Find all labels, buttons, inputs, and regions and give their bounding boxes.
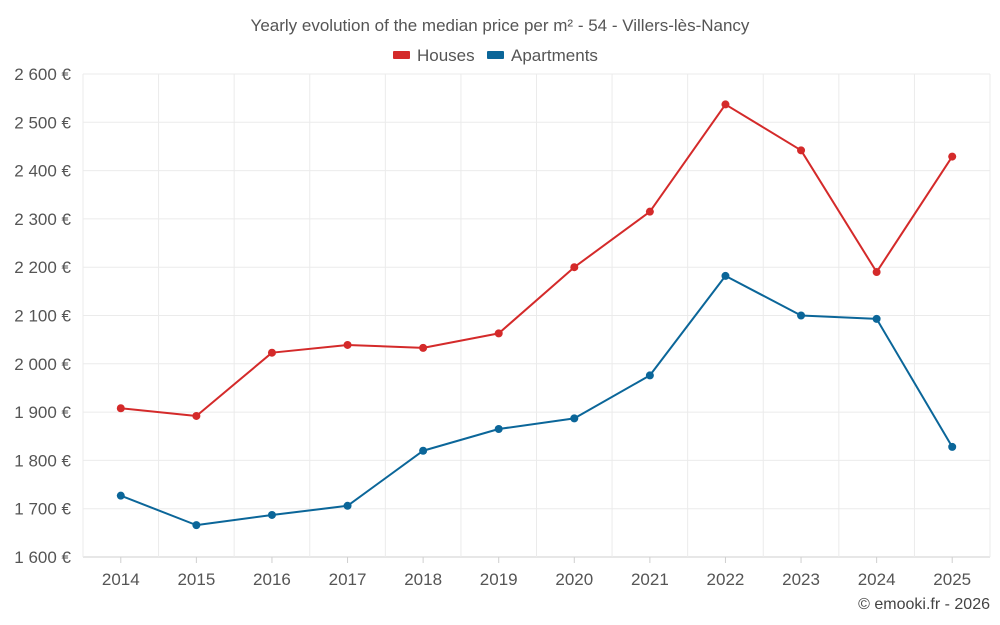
data-point-apartments[interactable] xyxy=(116,491,125,500)
data-point-houses[interactable] xyxy=(948,152,957,161)
data-point-apartments[interactable] xyxy=(494,425,503,434)
grid-lines xyxy=(82,73,991,558)
x-tick-label: 2020 xyxy=(555,570,593,589)
data-point-houses[interactable] xyxy=(797,146,806,155)
x-tick-label: 2018 xyxy=(404,570,442,589)
x-tick-label: 2024 xyxy=(858,570,896,589)
data-point-apartments[interactable] xyxy=(948,442,957,451)
data-point-houses[interactable] xyxy=(192,411,201,420)
x-tick-label: 2017 xyxy=(329,570,367,589)
data-point-houses[interactable] xyxy=(267,348,276,357)
series-line-houses xyxy=(120,103,954,417)
y-tick-label: 2 600 € xyxy=(14,65,71,84)
y-tick-label: 1 600 € xyxy=(14,548,71,567)
y-tick-label: 2 500 € xyxy=(14,113,71,132)
y-tick-label: 1 800 € xyxy=(14,451,71,470)
data-point-houses[interactable] xyxy=(645,207,654,216)
data-point-apartments[interactable] xyxy=(872,314,881,323)
data-point-houses[interactable] xyxy=(721,100,730,109)
data-point-houses[interactable] xyxy=(419,343,428,352)
legend-label: Apartments xyxy=(511,46,598,65)
credit-text: © emooki.fr - 2026 xyxy=(858,596,990,613)
series-line-apartments xyxy=(120,274,954,527)
data-point-houses[interactable] xyxy=(343,340,352,349)
x-tick-label: 2021 xyxy=(631,570,669,589)
y-axis-ticks: 1 600 € 1 700 € 1 800 € 1 900 € 2 000 € 2 100… xyxy=(14,65,71,567)
data-point-apartments[interactable] xyxy=(645,371,654,380)
y-tick-label: 2 200 € xyxy=(14,258,71,277)
data-point-houses[interactable] xyxy=(872,268,881,277)
x-tick-label: 2014 xyxy=(102,570,140,589)
data-point-apartments[interactable] xyxy=(192,521,201,530)
data-point-apartments[interactable] xyxy=(419,446,428,455)
x-tick-label: 2019 xyxy=(480,570,518,589)
y-tick-label: 2 100 € xyxy=(14,307,71,326)
y-tick-label: 2 000 € xyxy=(14,355,71,374)
data-point-apartments[interactable] xyxy=(570,414,579,423)
data-point-houses[interactable] xyxy=(116,404,125,413)
x-axis-ticks: 2014 2015 2016 2017 2018 2019 2020 2021 2022 2023… xyxy=(102,557,971,589)
chart-title: Yearly evolution of the median price per… xyxy=(251,16,750,35)
x-tick-label: 2016 xyxy=(253,570,291,589)
x-tick-label: 2022 xyxy=(707,570,745,589)
y-tick-label: 2 300 € xyxy=(14,210,71,229)
y-tick-label: 1 700 € xyxy=(14,500,71,519)
chart-legend: Houses Apartments xyxy=(393,46,598,65)
data-point-houses[interactable] xyxy=(570,263,579,272)
legend-item-apartments[interactable]: Apartments xyxy=(487,46,598,65)
x-tick-label: 2023 xyxy=(782,570,820,589)
y-tick-label: 2 400 € xyxy=(14,162,71,181)
data-point-apartments[interactable] xyxy=(797,311,806,320)
data-point-houses[interactable] xyxy=(494,329,503,338)
legend-label: Houses xyxy=(417,46,475,65)
y-tick-label: 1 900 € xyxy=(14,403,71,422)
data-point-apartments[interactable] xyxy=(721,271,730,280)
x-tick-label: 2015 xyxy=(177,570,215,589)
data-point-apartments[interactable] xyxy=(343,501,352,510)
legend-swatch xyxy=(487,51,504,59)
legend-swatch xyxy=(393,51,410,59)
x-tick-label: 2025 xyxy=(933,570,971,589)
chart-series xyxy=(116,100,957,530)
legend-item-houses[interactable]: Houses xyxy=(393,46,475,65)
data-point-apartments[interactable] xyxy=(267,510,276,519)
